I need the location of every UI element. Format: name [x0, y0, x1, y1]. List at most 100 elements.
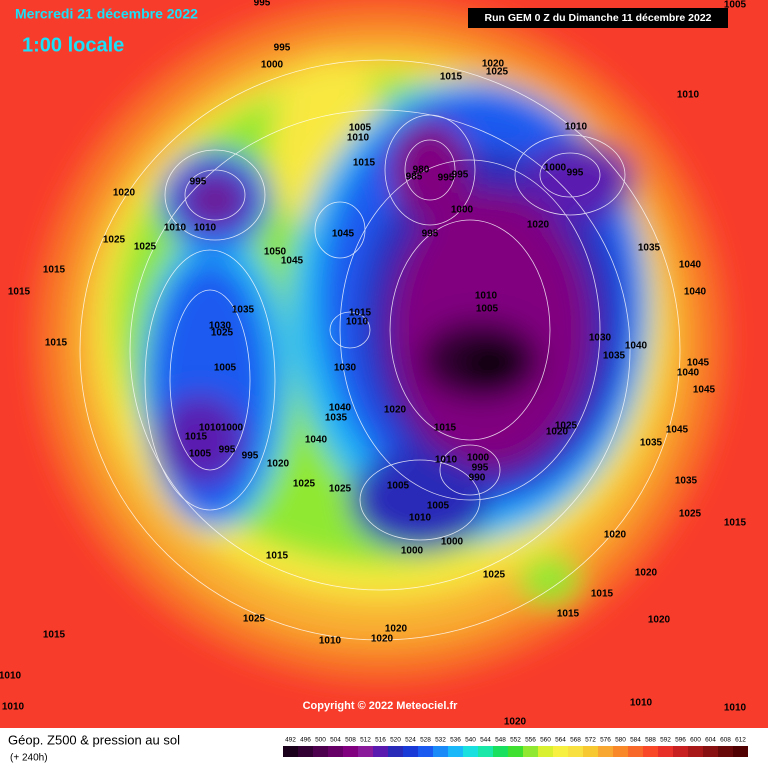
isobar-label: 1030: [589, 333, 612, 344]
run-info: Run GEM 0 Z du Dimanche 11 décembre 2022: [485, 12, 712, 24]
colorbar-label: 508: [345, 737, 356, 744]
colorbar-swatch: [343, 746, 358, 757]
isobar-label: 1010: [347, 133, 370, 144]
isobar-label: 1040: [329, 403, 352, 414]
isobar-label: 1030: [334, 363, 357, 374]
isobar-label: 1025: [243, 614, 266, 625]
lead-time: (+ 240h): [10, 753, 48, 764]
isobar-label: 1010: [194, 223, 217, 234]
isobar-label: 1035: [232, 305, 255, 316]
colorbar-swatch: [463, 746, 478, 757]
isobar-label: 1040: [625, 341, 648, 352]
isobar-label: 995: [452, 170, 469, 181]
colorbar-swatch: [298, 746, 313, 757]
colorbar-swatch: [598, 746, 613, 757]
isobar-label: 1020: [546, 427, 569, 438]
isobar-label: 1000: [401, 546, 424, 557]
isobar-label: 1005: [476, 304, 499, 315]
isobar-label: 1010: [199, 423, 222, 434]
isobar-label: 990: [469, 473, 486, 484]
isobar-label: 1020: [504, 717, 527, 728]
isobar-label: 1015: [591, 589, 614, 600]
colorbar-swatch: [523, 746, 538, 757]
isobar-label: 1000: [221, 423, 244, 434]
isobar-label: 995: [567, 168, 584, 179]
colorbar-label: 500: [315, 737, 326, 744]
isobar-label: 1025: [211, 328, 234, 339]
product-title: Géop. Z500 & pression au sol: [8, 732, 180, 747]
colorbar-swatch: [313, 746, 328, 757]
isobar-label: 1010: [0, 671, 22, 682]
colorbar-swatch: [583, 746, 598, 757]
colorbar-label: 604: [705, 737, 716, 744]
isobar-label: 1010: [630, 698, 653, 709]
colorbar-label: 584: [630, 737, 641, 744]
isobar-label: 985: [406, 172, 423, 183]
isobar-label: 995: [472, 463, 489, 474]
isobar-label: 1015: [440, 72, 463, 83]
colorbar-swatch: [388, 746, 403, 757]
isobar-label: 1000: [441, 537, 464, 548]
colorbar-label: 536: [450, 737, 461, 744]
isobar-label: 1010: [164, 223, 187, 234]
isobar-label: 1030: [209, 321, 232, 332]
colorbar-label: 544: [480, 737, 491, 744]
isobar-label: 1025: [134, 242, 157, 253]
isobar-label: 995: [242, 451, 259, 462]
isobar-label: 1025: [103, 235, 126, 246]
isobar-label: 1045: [281, 256, 304, 267]
colorbar-label: 532: [435, 737, 446, 744]
colorbar-label: 552: [510, 737, 521, 744]
colorbar-label: 560: [540, 737, 551, 744]
colorbar-label: 600: [690, 737, 701, 744]
isobar-label: 1015: [185, 432, 208, 443]
run-box: [468, 8, 728, 28]
isobar-label: 1015: [349, 308, 372, 319]
isobar-label: 1045: [693, 385, 716, 396]
colorbar-label: 516: [375, 737, 386, 744]
isobar-label: 1040: [305, 435, 328, 446]
isobar-label: 1005: [724, 0, 747, 11]
isobar-label: 1010: [346, 317, 369, 328]
colorbar-label: 512: [360, 737, 371, 744]
isobar-label: 1025: [293, 479, 316, 490]
isobar-label: 1035: [638, 243, 661, 254]
isobar-label: 1020: [604, 530, 627, 541]
colorbar-swatch: [373, 746, 388, 757]
colorbar-swatch: [448, 746, 463, 757]
isobar-label: 1015: [724, 518, 747, 529]
colorbar-label: 576: [600, 737, 611, 744]
isobar-label: 1050: [264, 247, 287, 258]
colorbar-swatch: [628, 746, 643, 757]
isobar-label: 1045: [687, 358, 710, 369]
isobar-label: 1005: [387, 481, 410, 492]
isobar-label: 1020: [385, 624, 408, 635]
isobar-label: 1025: [555, 421, 578, 432]
isobar-label: 1010: [475, 291, 498, 302]
colorbar-label: 564: [555, 737, 566, 744]
colorbar-swatch: [283, 746, 298, 757]
isobar-label: 995: [438, 173, 455, 184]
colorbar-label: 612: [735, 737, 746, 744]
colorbar-label: 592: [660, 737, 671, 744]
isobar-label: 1015: [8, 287, 31, 298]
colorbar-label: 492: [285, 737, 296, 744]
colorbar-swatch: [703, 746, 718, 757]
colorbar-swatch: [733, 746, 748, 757]
isobar-label: 1010: [319, 636, 342, 647]
isobar-label: 1000: [261, 60, 284, 71]
isobar-label: 1015: [557, 609, 580, 620]
colorbar-swatch: [433, 746, 448, 757]
isobar-label: 1020: [482, 59, 505, 70]
colorbar-label: 520: [390, 737, 401, 744]
colorbar-swatch: [403, 746, 418, 757]
colorbar-label: 556: [525, 737, 536, 744]
isobar-label: 1000: [467, 453, 490, 464]
geopotential-field: Run GEM 0 Z du Dimanche 11 décembre 2022…: [0, 0, 768, 728]
colorbar-swatch: [478, 746, 493, 757]
colorbar-label: 588: [645, 737, 656, 744]
isobar-label: 1010: [409, 513, 432, 524]
colorbar-swatch: [538, 746, 553, 757]
isobar-label: 1005: [427, 501, 450, 512]
